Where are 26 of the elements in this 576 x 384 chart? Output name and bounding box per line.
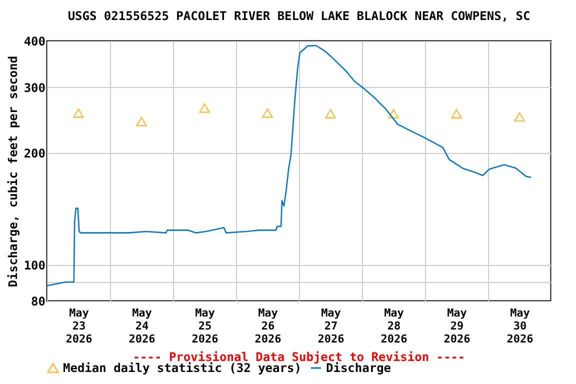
point	[388, 108, 399, 118]
point	[451, 108, 462, 118]
point	[325, 108, 336, 118]
legend-label: Median daily statistic (32 years)	[63, 361, 302, 375]
x-tick-label: May 28 2026	[380, 306, 408, 346]
point	[136, 116, 147, 126]
point	[514, 112, 525, 122]
point	[199, 103, 210, 113]
x-tick-label: May 30 2026	[506, 306, 534, 346]
x-tick-label: May 24 2026	[128, 306, 156, 346]
legend-label: Discharge	[326, 361, 392, 375]
point	[262, 108, 273, 118]
x-tick-label: May 29 2026	[444, 306, 471, 346]
y-tick-label: 200	[24, 146, 46, 160]
point	[73, 108, 84, 118]
y-tick-label: 400	[24, 34, 46, 48]
x-tick-label: May 27 2026	[318, 306, 345, 346]
x-tick-label: May 26 2026	[254, 306, 282, 346]
chart-title: USGS 021556525 PACOLET RIVER BELOW LAKE BLALOCK NEAR COWPENS, SC	[68, 9, 530, 23]
y-axis-title: Discharge, cubic feet per second	[6, 56, 20, 288]
line-series	[46, 44, 532, 286]
y-tick-label: 100	[24, 258, 46, 272]
y-tick-label: 80	[31, 294, 46, 308]
x-tick-label: May 25 2026	[192, 306, 219, 346]
x-tick-label: May 23 2026	[66, 306, 93, 346]
y-tick-label: 300	[24, 80, 46, 95]
